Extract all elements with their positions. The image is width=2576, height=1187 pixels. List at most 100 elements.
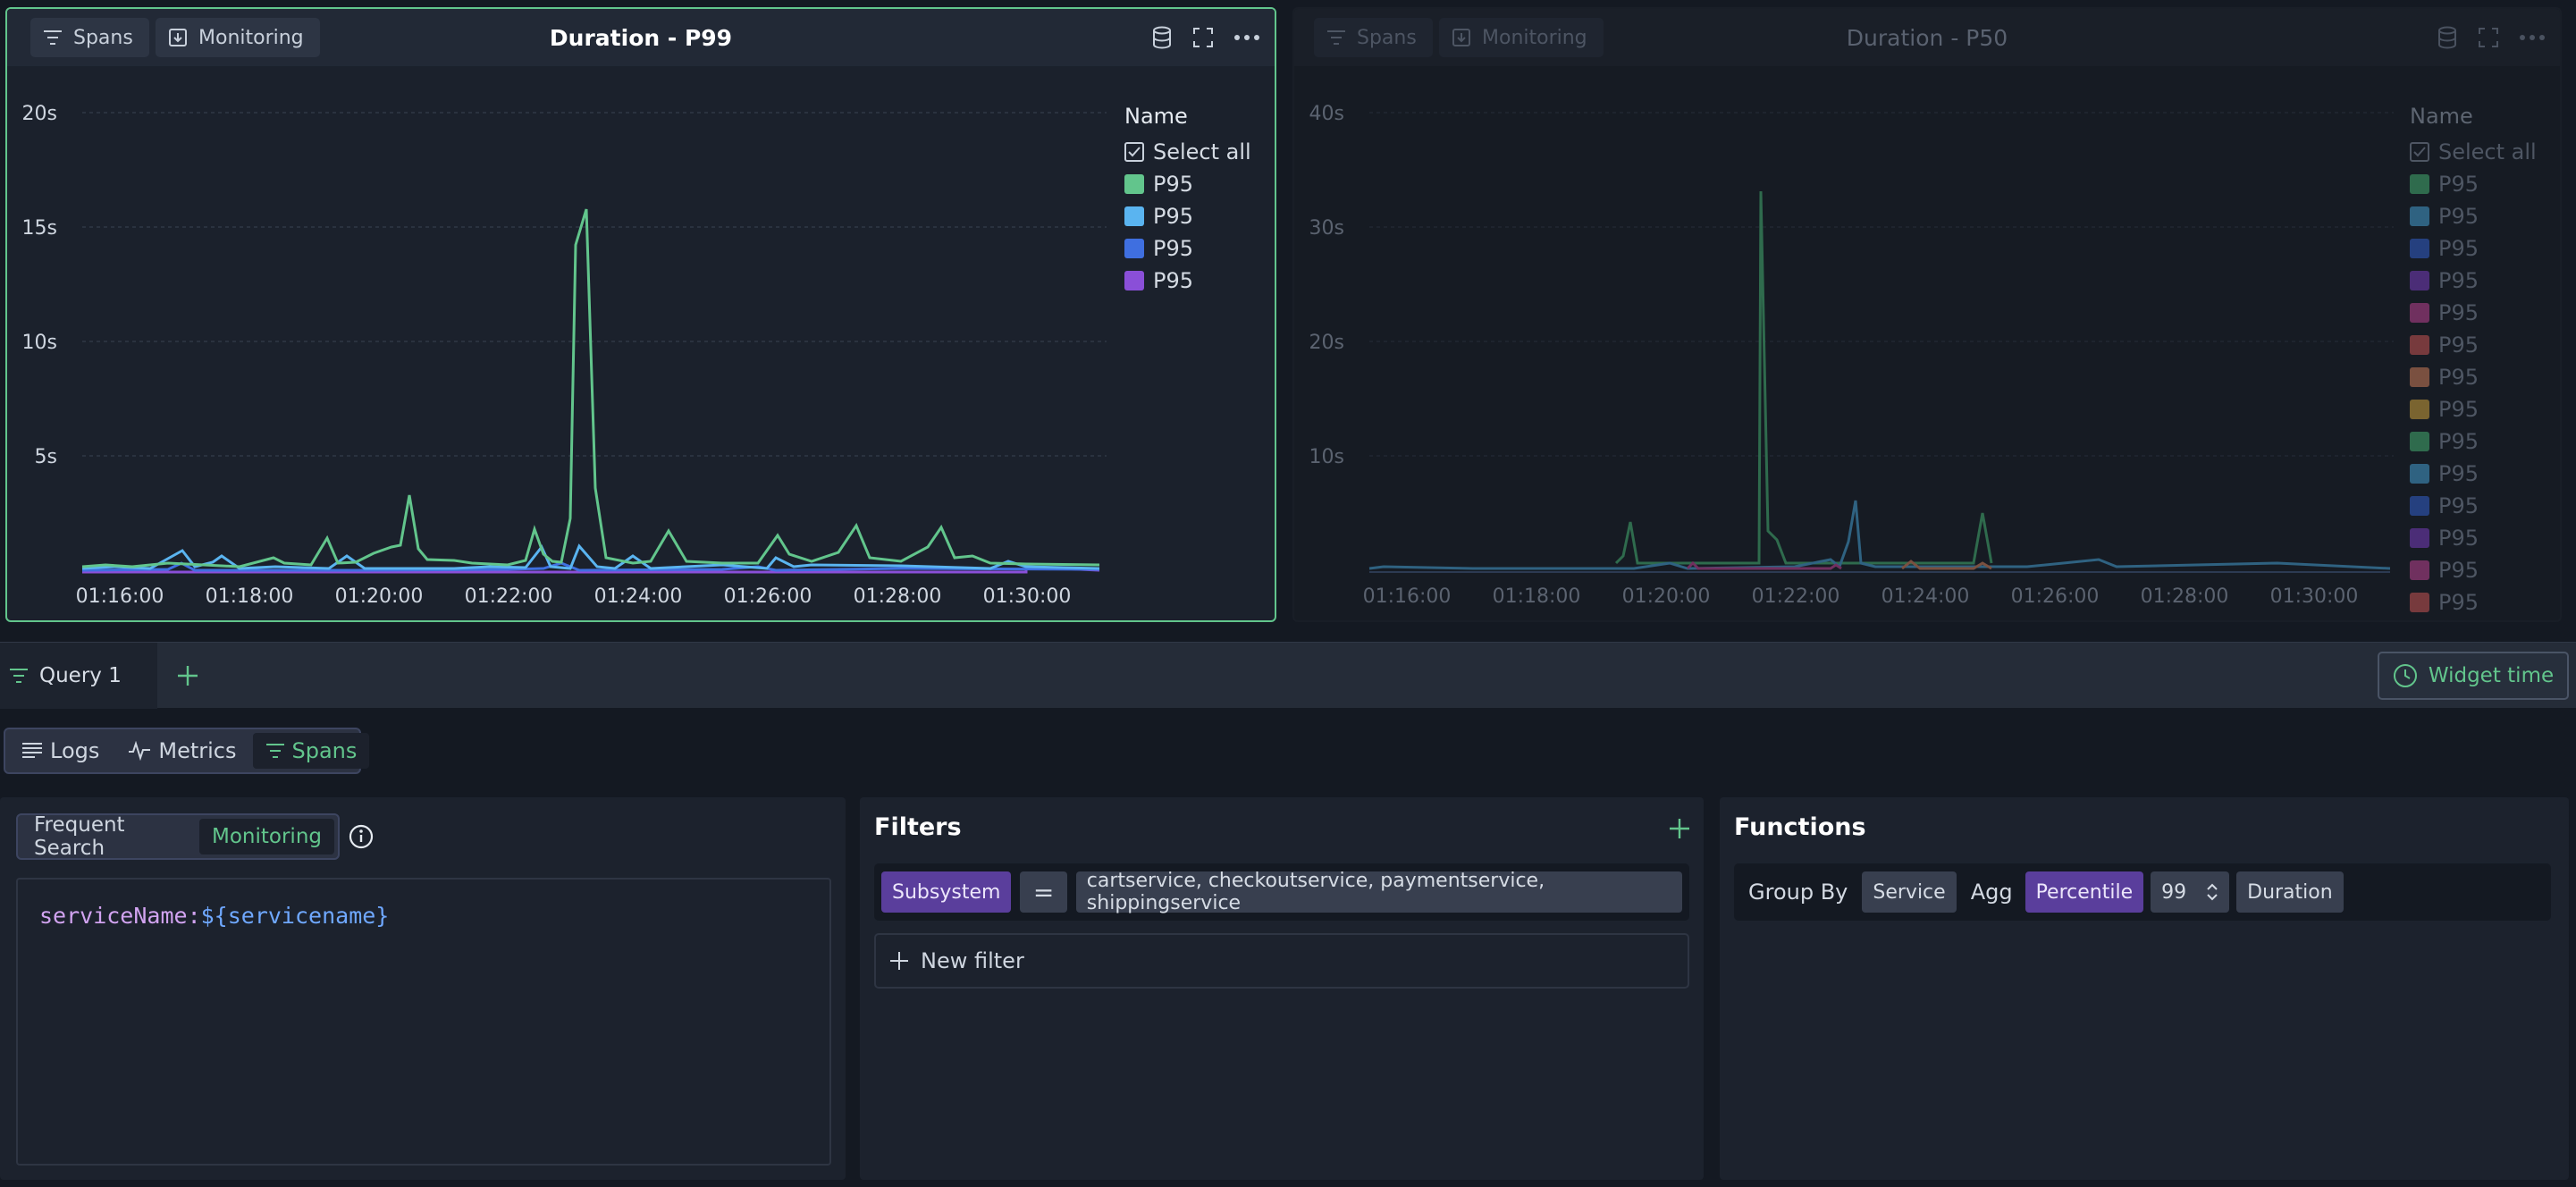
legend-select-all[interactable]: Select all bbox=[1124, 136, 1251, 168]
legend-swatch bbox=[2410, 593, 2429, 612]
database-icon[interactable] bbox=[2437, 26, 2458, 49]
spans-icon bbox=[44, 30, 62, 45]
legend-item-label: P95 bbox=[2438, 204, 2479, 229]
widget-toolbar bbox=[1151, 9, 1260, 66]
x-tick-label: 01:30:00 bbox=[2270, 585, 2359, 608]
info-icon[interactable] bbox=[349, 824, 374, 849]
legend-item-label: P95 bbox=[1153, 268, 1194, 293]
clock-icon bbox=[2393, 664, 2417, 687]
add-filter-icon[interactable] bbox=[1668, 817, 1691, 840]
widget-monitoring-button[interactable]: Monitoring bbox=[1439, 18, 1604, 57]
widget-source-button[interactable]: Spans bbox=[1314, 18, 1433, 57]
new-filter-button[interactable]: New filter bbox=[874, 933, 1689, 989]
percentile-stepper[interactable]: 99 bbox=[2151, 871, 2230, 913]
legend-item[interactable]: P95 bbox=[2410, 232, 2537, 265]
widget-monitoring-button[interactable]: Monitoring bbox=[156, 18, 320, 57]
x-tick-label: 01:28:00 bbox=[2141, 585, 2229, 608]
more-options-icon[interactable] bbox=[1233, 34, 1260, 41]
legend-item[interactable]: P95 bbox=[1124, 168, 1251, 200]
legend-item-label: P95 bbox=[2438, 333, 2479, 358]
legend-select-all[interactable]: Select all bbox=[2410, 136, 2537, 168]
search-panel: Frequent Search Monitoring serviceName:$… bbox=[0, 797, 846, 1180]
series-line-3 bbox=[1686, 560, 1842, 570]
more-options-icon[interactable] bbox=[2519, 34, 2546, 41]
legend-item[interactable]: P95 bbox=[1124, 265, 1251, 297]
legend-item[interactable]: P95 bbox=[2410, 200, 2537, 232]
functions-panel: Functions Group By Service Agg Percentil… bbox=[1720, 797, 2569, 1180]
data-source-selector: Logs Metrics Spans bbox=[4, 728, 370, 774]
legend-swatch bbox=[2410, 335, 2429, 355]
source-logs[interactable]: Logs bbox=[9, 733, 112, 769]
x-tick-label: 01:28:00 bbox=[854, 585, 942, 608]
monitoring-search-tab[interactable]: Monitoring bbox=[199, 819, 334, 854]
widget-header: Spans Monitoring Duration - P50 bbox=[1294, 9, 2560, 66]
agg-chip[interactable]: Percentile bbox=[2025, 871, 2144, 913]
checkbox-icon[interactable] bbox=[2410, 142, 2429, 162]
database-icon[interactable] bbox=[1151, 26, 1173, 49]
legend-item[interactable]: P95 bbox=[2410, 329, 2537, 361]
legend-swatch bbox=[1124, 271, 1144, 290]
legend-item[interactable]: P95 bbox=[2410, 554, 2537, 586]
widget-source-label: Spans bbox=[73, 26, 133, 49]
widget-duration-p99[interactable]: Spans Monitoring Duration - P99 20s bbox=[5, 7, 1276, 622]
p99-line-chart: 20s 15s 10s 5s 01:16:00 01:18:00 01:20:0… bbox=[22, 103, 1107, 608]
legend-item[interactable]: P95 bbox=[2410, 168, 2537, 200]
legend-item[interactable]: P95 bbox=[2410, 522, 2537, 554]
monitoring-icon bbox=[169, 29, 187, 46]
agg-label: Agg bbox=[1970, 880, 2013, 905]
new-filter-label: New filter bbox=[921, 948, 1024, 973]
x-tick-label: 01:16:00 bbox=[1363, 585, 1452, 608]
x-tick-label: 01:22:00 bbox=[1752, 585, 1840, 608]
widget-duration-p50[interactable]: Spans Monitoring Duration - P50 40s bbox=[1292, 7, 2562, 622]
tab-query-1[interactable]: Query 1 bbox=[0, 643, 157, 709]
legend-item[interactable]: P95 bbox=[2410, 393, 2537, 425]
widget-title: Duration - P50 bbox=[1846, 24, 2008, 51]
legend-item-label: P95 bbox=[2438, 268, 2479, 293]
x-tick-label: 01:30:00 bbox=[983, 585, 1072, 608]
legend-item[interactable]: P95 bbox=[2410, 297, 2537, 329]
legend-item[interactable]: P95 bbox=[1124, 232, 1251, 265]
legend-swatch bbox=[2410, 496, 2429, 516]
x-tick-label: 01:18:00 bbox=[206, 585, 294, 608]
legend-item[interactable]: P95 bbox=[2410, 361, 2537, 393]
plus-icon bbox=[178, 666, 198, 686]
filter-values-chip[interactable]: cartservice, checkoutservice, paymentser… bbox=[1075, 870, 1682, 914]
legend-item[interactable]: P95 bbox=[1124, 200, 1251, 232]
group-by-label: Group By bbox=[1748, 880, 1848, 905]
frequent-search-tab[interactable]: Frequent Search bbox=[34, 813, 125, 860]
percentile-value: 99 bbox=[2161, 880, 2187, 904]
legend-swatch bbox=[1124, 174, 1144, 194]
widget-header: Spans Monitoring Duration - P99 bbox=[7, 9, 1275, 66]
widget-source-button[interactable]: Spans bbox=[30, 18, 149, 57]
add-query-button[interactable] bbox=[170, 643, 206, 709]
legend-swatch bbox=[2410, 303, 2429, 323]
widget-toolbar bbox=[2437, 9, 2546, 66]
x-tick-label: 01:24:00 bbox=[594, 585, 683, 608]
filter-operator-chip[interactable]: = bbox=[1020, 871, 1067, 913]
widget-time-button[interactable]: Widget time bbox=[2378, 652, 2569, 700]
fullscreen-icon[interactable] bbox=[1192, 27, 1214, 48]
filter-field-chip[interactable]: Subsystem bbox=[881, 871, 1012, 913]
source-metrics[interactable]: Metrics bbox=[115, 733, 248, 769]
checkbox-icon[interactable] bbox=[1124, 142, 1144, 162]
fullscreen-icon[interactable] bbox=[2478, 27, 2499, 48]
monitoring-icon bbox=[1452, 29, 1470, 46]
query-key: serviceName: bbox=[39, 903, 201, 929]
query-editor[interactable]: serviceName:${servicename} bbox=[16, 878, 831, 1166]
group-by-chip[interactable]: Service bbox=[1862, 871, 1957, 913]
widget-monitoring-label: Monitoring bbox=[198, 26, 304, 49]
legend-select-all-label: Select all bbox=[1153, 139, 1251, 164]
legend-item[interactable]: P95 bbox=[2410, 586, 2537, 619]
legend-item[interactable]: P95 bbox=[2410, 490, 2537, 522]
legend-item[interactable]: P95 bbox=[2410, 265, 2537, 297]
legend-swatch bbox=[2410, 432, 2429, 451]
chevron-up-down-icon[interactable] bbox=[2206, 882, 2218, 902]
query-tabs-bar: Query 1 Widget time bbox=[0, 642, 2576, 709]
legend-item[interactable]: P95 bbox=[2410, 425, 2537, 458]
series-line-1 bbox=[1614, 190, 1993, 565]
legend-item[interactable]: P95 bbox=[2410, 458, 2537, 490]
source-spans[interactable]: Spans bbox=[252, 733, 370, 769]
legend-select-all-label: Select all bbox=[2438, 139, 2537, 164]
duration-field-chip[interactable]: Duration bbox=[2236, 871, 2344, 913]
legend-item-label: P95 bbox=[2438, 558, 2479, 583]
